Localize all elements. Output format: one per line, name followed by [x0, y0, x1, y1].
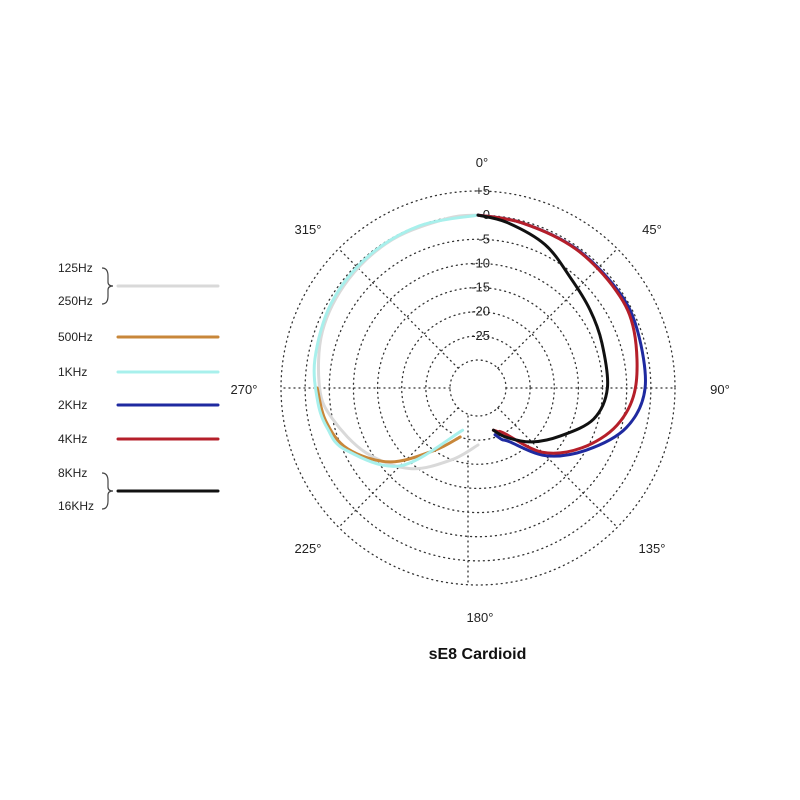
radial-tick-label: -5 — [478, 231, 490, 246]
legend-label: 16KHz — [58, 499, 94, 513]
legend-label: 4KHz — [58, 432, 87, 446]
radial-tick-label: -20 — [471, 304, 490, 319]
legend-label: 125Hz — [58, 261, 93, 275]
angle-label: 135° — [639, 541, 666, 556]
legend-label: 8KHz — [58, 466, 87, 480]
legend-label: 2KHz — [58, 398, 87, 412]
angle-label: 315° — [295, 222, 322, 237]
axis-labels: +50-5-10-15-20-250°45°90°135°180°225°270… — [231, 155, 730, 625]
grid-circle-5 — [401, 311, 555, 465]
grid-spoke-135 — [497, 407, 618, 528]
legend: 125Hz 250Hz 500Hz 1KHz 2KHz 4KHz 8KHz 16KHz — [58, 261, 220, 513]
series-line-2 — [312, 213, 480, 468]
legend-label: 250Hz — [58, 294, 93, 308]
grid-circle-4 — [376, 286, 580, 490]
radial-tick-label: -25 — [471, 328, 490, 343]
grid-circle-0 — [280, 190, 676, 586]
legend-label: 500Hz — [58, 330, 93, 344]
radial-tick-label: -15 — [471, 280, 490, 295]
angle-label: 270° — [231, 382, 258, 397]
angle-label: 225° — [295, 541, 322, 556]
angle-label: 45° — [642, 222, 662, 237]
chart-title: sE8 Cardioid — [428, 646, 527, 663]
legend-label: 1KHz — [58, 365, 87, 379]
legend-bracket-0 — [101, 267, 114, 305]
series-group — [312, 213, 647, 471]
radial-tick-label: -10 — [471, 255, 490, 270]
angle-label: 90° — [710, 382, 730, 397]
angle-label: 180° — [467, 610, 494, 625]
legend-bracket-5 — [101, 472, 114, 510]
angle-label: 0° — [476, 155, 488, 170]
series-line-1 — [315, 386, 462, 464]
series-line-4 — [476, 213, 639, 455]
grid-circle-6 — [425, 335, 531, 441]
series-line-5 — [476, 213, 610, 444]
radial-tick-label: +5 — [475, 183, 490, 198]
polar-grid — [280, 190, 676, 586]
